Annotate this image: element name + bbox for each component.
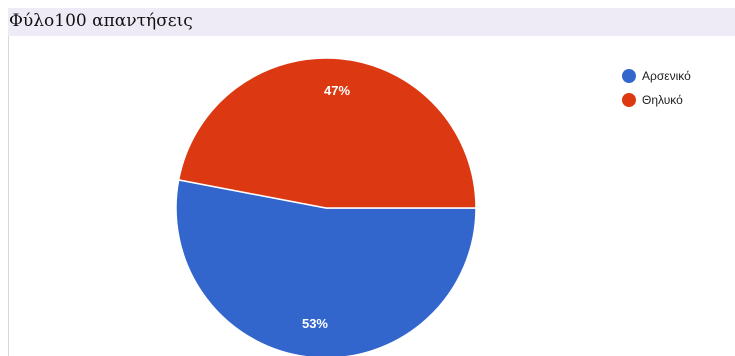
title-bar <box>8 8 735 36</box>
pie-slice-1[interactable] <box>175 179 477 356</box>
legend-label-1: Αρσενικό <box>642 69 691 83</box>
legend-label-2: Θηλυκό <box>642 93 683 107</box>
divider <box>8 36 9 356</box>
legend-item-1[interactable]: Αρσενικό <box>622 64 691 88</box>
pie-slices <box>175 57 477 356</box>
pie-slice-2[interactable] <box>177 57 477 209</box>
legend-swatch-2 <box>622 93 636 107</box>
legend: Αρσενικό Θηλυκό <box>622 64 691 112</box>
page-title: Φύλο100 απαντήσεις <box>9 11 193 31</box>
slice-label-2: 47% <box>324 83 350 98</box>
slice-label-1: 53% <box>302 316 328 331</box>
legend-item-2[interactable]: Θηλυκό <box>622 88 691 112</box>
legend-swatch-1 <box>622 69 636 83</box>
pie-slice-labels: 53% 47% <box>302 83 350 331</box>
